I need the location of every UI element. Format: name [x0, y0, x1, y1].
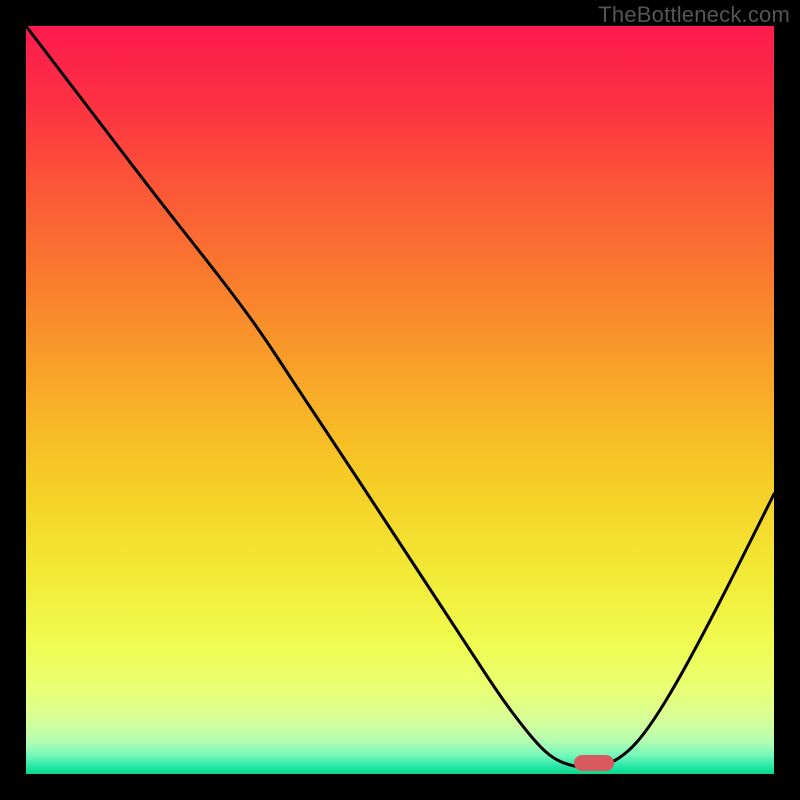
plot-area — [26, 26, 774, 774]
optimum-marker — [574, 755, 614, 771]
chart-stage: TheBottleneck.com — [0, 0, 800, 800]
bottleneck-chart — [0, 0, 800, 800]
watermark-text: TheBottleneck.com — [598, 2, 790, 28]
